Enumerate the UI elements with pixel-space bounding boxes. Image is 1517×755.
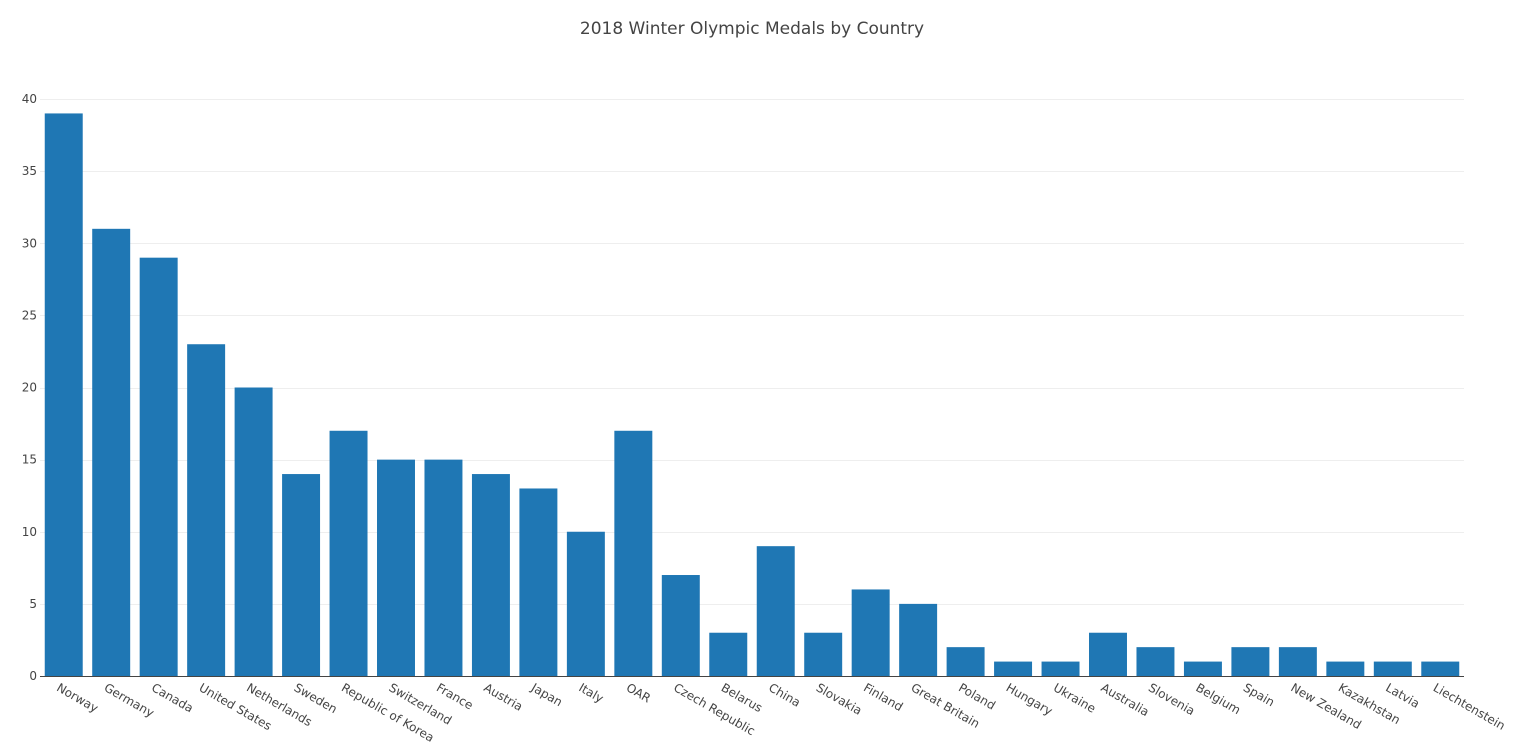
y-tick-label: 20 — [22, 381, 37, 395]
bar — [44, 113, 83, 677]
bar — [709, 632, 748, 676]
x-tick-label: Czech Republic — [671, 680, 757, 738]
x-tick-label: Finland — [861, 680, 905, 714]
bar — [139, 257, 178, 676]
bar — [1373, 661, 1412, 676]
bar — [566, 531, 605, 676]
gridlines — [40, 99, 1464, 605]
x-tick-label: China — [766, 680, 803, 709]
y-tick-label: 35 — [22, 164, 37, 178]
bar — [424, 459, 463, 677]
y-tick-label: 5 — [29, 597, 37, 611]
x-tick-label: Norway — [54, 680, 100, 715]
x-tick-label: Austria — [481, 680, 525, 713]
bar — [899, 603, 938, 677]
y-axis-ticks: 0 5 10 15 20 25 30 35 40 — [22, 92, 37, 683]
y-tick-label: 10 — [22, 525, 37, 539]
bar — [1326, 661, 1365, 676]
x-tick-label: Ukraine — [1051, 680, 1098, 715]
x-tick-label: Canada — [149, 680, 196, 715]
y-tick-label: 0 — [29, 669, 37, 683]
bar — [92, 228, 131, 676]
x-tick-label: Germany — [102, 680, 157, 720]
bar — [519, 488, 558, 676]
bar — [756, 546, 795, 676]
chart-title: 2018 Winter Olympic Medals by Country — [580, 19, 924, 39]
bars — [44, 113, 1460, 677]
y-tick-label: 25 — [22, 308, 37, 322]
x-tick-label: Spain — [1241, 680, 1277, 709]
x-tick-label: Hungary — [1004, 680, 1055, 718]
y-tick-label: 30 — [22, 236, 37, 250]
bar — [234, 387, 273, 676]
bar — [1136, 647, 1175, 676]
x-tick-label: Slovenia — [1146, 680, 1197, 718]
bar — [1421, 661, 1460, 676]
x-tick-label: OAR — [624, 680, 653, 705]
bar — [661, 575, 700, 676]
bar — [187, 344, 226, 676]
x-tick-label: Japan — [528, 680, 565, 709]
bar — [994, 661, 1033, 676]
bar — [1041, 661, 1080, 676]
bar — [282, 474, 321, 676]
bar — [1278, 647, 1317, 676]
bar — [329, 430, 368, 676]
bar — [377, 459, 415, 677]
bar — [946, 647, 985, 676]
bar — [614, 430, 653, 676]
y-tick-label: 40 — [22, 92, 37, 106]
x-tick-label: Belgium — [1193, 680, 1243, 717]
bar — [851, 589, 890, 676]
bar — [471, 474, 510, 676]
x-tick-label: Australia — [1099, 680, 1152, 719]
x-tick-label: Slovakia — [814, 680, 865, 717]
bar — [1089, 632, 1127, 676]
y-tick-label: 15 — [22, 453, 37, 467]
bar — [1183, 661, 1222, 676]
x-tick-label: Italy — [576, 680, 606, 705]
bar — [1231, 647, 1270, 676]
bar — [804, 632, 843, 676]
x-tick-label: Liechtenstein — [1431, 680, 1508, 732]
